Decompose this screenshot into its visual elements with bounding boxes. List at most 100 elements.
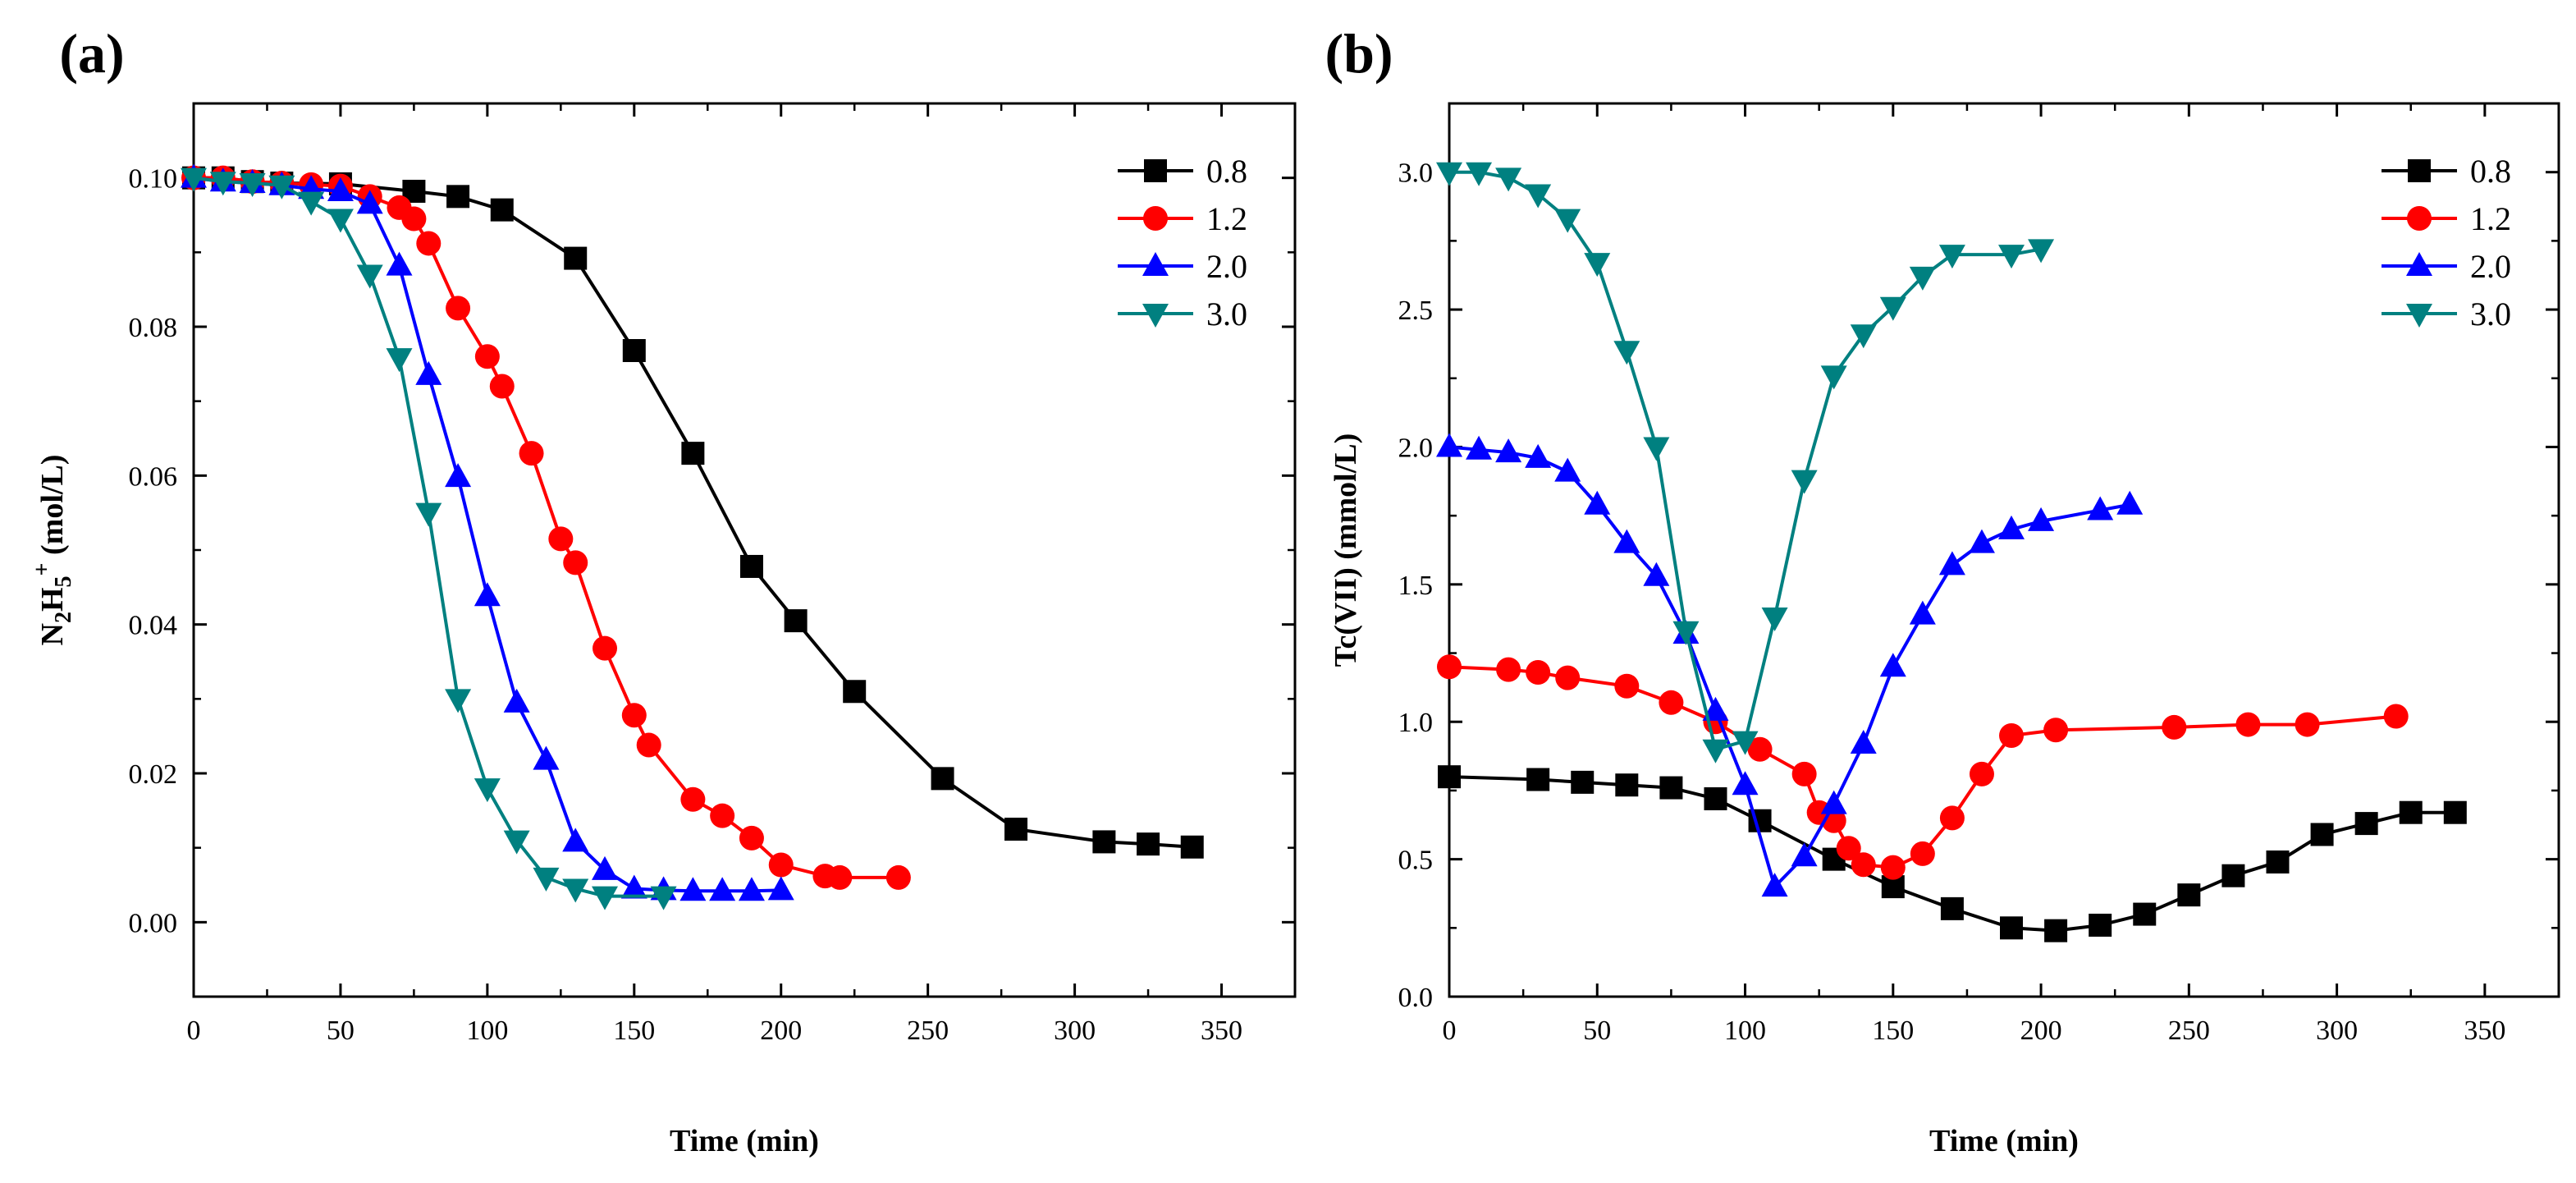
panel-label: (a) — [59, 22, 124, 85]
data-point — [1092, 830, 1116, 854]
data-point — [327, 209, 354, 233]
data-point — [490, 198, 514, 222]
data-point — [1999, 722, 2025, 748]
x-tick-label: 300 — [1054, 1016, 1096, 1046]
data-point — [768, 852, 794, 878]
data-point — [1495, 167, 1522, 192]
data-point — [1702, 696, 1729, 721]
data-point — [1732, 731, 1759, 755]
data-point — [562, 828, 589, 852]
data-point — [1836, 836, 1861, 861]
series-line — [1448, 445, 2130, 889]
x-tick-label: 50 — [327, 1016, 355, 1046]
data-point — [1820, 365, 1847, 390]
x-tick-label: 0 — [1443, 1016, 1457, 1046]
data-point — [503, 830, 530, 855]
data-point — [1555, 665, 1581, 690]
chart-panel-a: 0 50 100 150 200 250 300 350 0.00 0.02 0.04 0.06 0.0… — [30, 22, 1297, 1158]
series-2.0 — [181, 163, 794, 901]
data-point — [1968, 529, 1995, 553]
data-point — [209, 172, 236, 196]
y-tick-label: 2.0 — [1398, 433, 1434, 463]
data-point — [1584, 490, 1611, 515]
data-point — [1496, 657, 1521, 682]
data-point — [474, 582, 501, 607]
data-point — [1495, 438, 1522, 463]
data-point — [738, 877, 765, 901]
data-point — [2221, 864, 2245, 887]
data-point — [2087, 496, 2114, 520]
data-point — [1880, 855, 1906, 880]
data-point — [827, 864, 853, 890]
data-point — [1525, 443, 1552, 468]
data-point — [1938, 245, 1965, 269]
data-point — [1659, 690, 1684, 715]
data-point — [1791, 842, 1818, 867]
data-point — [1909, 266, 1936, 291]
data-point — [2235, 712, 2261, 737]
data-point — [562, 878, 589, 903]
series-1.2 — [1437, 654, 2409, 880]
data-point — [1554, 457, 1581, 482]
data-point — [503, 688, 530, 713]
legend-marker — [1143, 206, 1168, 231]
data-point — [2266, 850, 2290, 873]
x-tick-label: 200 — [2020, 1016, 2062, 1046]
data-point — [2028, 507, 2055, 531]
legend-marker — [1144, 159, 1167, 182]
x-axis-title: Time (min) — [670, 1124, 819, 1158]
data-point — [2443, 800, 2467, 824]
data-point — [843, 680, 867, 704]
x-tick-label: 0 — [187, 1016, 201, 1046]
legend-item: 0.8 — [1118, 153, 1247, 190]
data-point — [1614, 673, 1640, 699]
data-point — [548, 526, 574, 552]
series-0.8 — [1438, 765, 2467, 942]
data-point — [709, 877, 736, 901]
data-point — [1438, 765, 1461, 789]
x-tick-label: 250 — [2168, 1016, 2210, 1046]
data-point — [1613, 341, 1640, 365]
legend-label: 1.2 — [1206, 200, 1247, 237]
data-point — [2354, 812, 2378, 836]
data-point — [268, 175, 295, 199]
data-point — [1851, 852, 1876, 878]
data-point — [2028, 239, 2055, 264]
data-point — [1526, 768, 1550, 791]
legend-marker — [2407, 206, 2432, 231]
x-tick-label: 150 — [1872, 1016, 1914, 1046]
legend-label: 0.8 — [1206, 153, 1247, 190]
data-point — [1747, 736, 1773, 762]
y-tick-label: 1.0 — [1398, 708, 1434, 738]
legend-item: 1.2 — [1118, 200, 1247, 237]
data-point — [931, 767, 954, 791]
data-point — [298, 191, 325, 216]
legend-marker — [2406, 304, 2432, 328]
legend-label: 3.0 — [2470, 296, 2511, 332]
data-point — [1791, 761, 1817, 786]
data-point — [593, 635, 618, 661]
data-point — [636, 732, 661, 758]
data-point — [327, 177, 354, 201]
y-tick-label: 0.06 — [129, 461, 178, 492]
data-point — [1938, 551, 1965, 575]
data-point — [415, 502, 442, 527]
legend-label: 3.0 — [1206, 296, 1247, 332]
x-axis-title: Time (min) — [1929, 1124, 2079, 1158]
x-tick-label: 300 — [2316, 1016, 2358, 1046]
series-2.0 — [1436, 433, 2144, 897]
y-tick-label: 0.5 — [1398, 846, 1434, 876]
data-point — [2116, 490, 2144, 515]
series-line — [194, 176, 899, 879]
series-line — [193, 176, 664, 898]
data-point — [1615, 773, 1639, 797]
data-point — [1879, 296, 1906, 321]
data-point — [489, 374, 515, 399]
data-point — [401, 206, 427, 232]
data-point — [1704, 786, 1727, 810]
data-point — [445, 689, 472, 713]
data-point — [2044, 919, 2068, 942]
data-point — [739, 554, 763, 578]
legend-item: 1.2 — [2382, 200, 2511, 237]
